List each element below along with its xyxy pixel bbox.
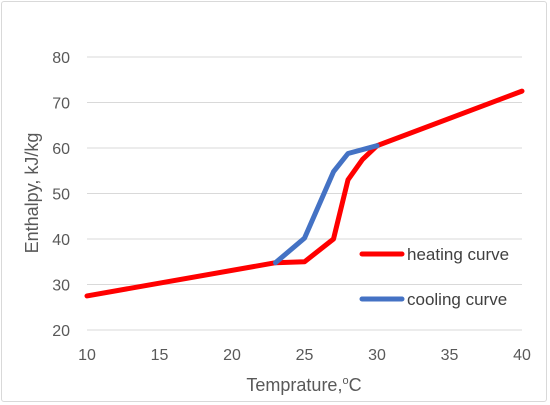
legend-item-heating: heating curve [359, 245, 509, 264]
legend-label-heating: heating curve [407, 245, 509, 264]
y-tick-label: 30 [52, 278, 70, 295]
x-axis-title-unit-sup: o [342, 375, 348, 387]
y-axis-title: Enthalpy, kJ/kg [22, 133, 42, 254]
legend-item-cooling: cooling curve [359, 290, 507, 309]
y-tick-label: 50 [52, 187, 70, 204]
x-tick-label: 40 [513, 347, 531, 364]
x-tick-label: 20 [223, 347, 241, 364]
y-tick-label: 20 [52, 323, 70, 340]
legend-label-cooling: cooling curve [407, 290, 507, 309]
x-tick-label: 15 [151, 347, 169, 364]
y-tick-label: 70 [52, 96, 70, 113]
y-tick-label: 60 [52, 141, 70, 158]
series-lines [84, 88, 525, 299]
legend: heating curve cooling curve [359, 245, 509, 309]
x-tick-label: 35 [441, 347, 459, 364]
x-axis-title-main: Temprature, [246, 375, 342, 395]
x-tick-label: 25 [296, 347, 314, 364]
y-tick-labels: 20 30 40 50 60 70 80 [52, 50, 70, 340]
x-tick-labels: 10 15 20 25 30 35 40 [78, 347, 531, 364]
x-tick-label: 10 [78, 347, 96, 364]
x-axis-title-unit: C [349, 375, 362, 395]
x-tick-label: 30 [368, 347, 386, 364]
x-axis-title: Temprature,oC [246, 375, 361, 395]
y-tick-label: 40 [52, 232, 70, 249]
y-tick-label: 80 [52, 50, 70, 67]
cooling-curve-line [273, 143, 380, 266]
